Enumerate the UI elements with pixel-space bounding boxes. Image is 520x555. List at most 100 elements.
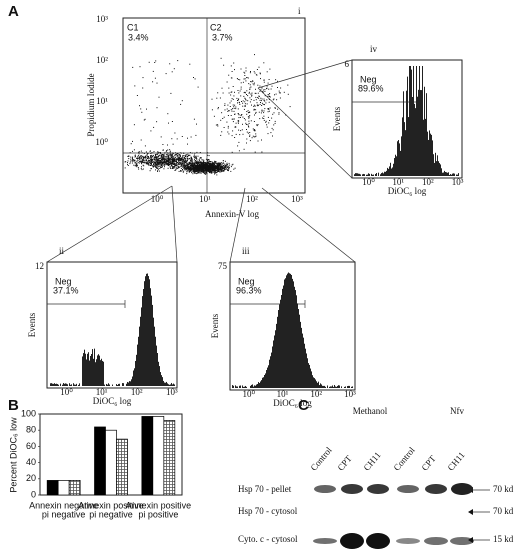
dot	[197, 155, 199, 157]
quadrant-pct: 3.7%	[212, 32, 233, 42]
dot	[244, 103, 246, 105]
dot	[211, 164, 213, 166]
dot	[278, 90, 280, 92]
dot	[237, 90, 239, 91]
dot	[151, 156, 153, 158]
dot	[211, 172, 213, 174]
histogram-bar	[126, 383, 127, 386]
histogram-bar	[359, 173, 360, 176]
dot	[152, 164, 154, 166]
dot	[254, 130, 256, 132]
dot	[251, 81, 253, 83]
histogram-bar	[398, 140, 399, 176]
dot	[143, 162, 145, 164]
blot-band	[314, 485, 336, 493]
dot	[203, 162, 205, 164]
dot	[151, 159, 153, 161]
dot	[166, 163, 167, 165]
histogram-bar	[419, 66, 420, 176]
dot	[216, 164, 218, 166]
dot	[176, 138, 178, 140]
dot	[173, 160, 175, 162]
dot	[206, 165, 208, 166]
dot	[252, 128, 254, 130]
dot	[160, 167, 162, 168]
y-axis-label: Percent DiOC₆ low	[8, 417, 18, 493]
dot	[184, 157, 185, 159]
dot	[143, 153, 145, 154]
dot	[131, 162, 133, 164]
dot	[177, 159, 178, 161]
row-label: Cyto. c - cytosol	[238, 534, 298, 544]
dot	[139, 158, 141, 160]
dot	[167, 162, 169, 164]
histogram-bar	[56, 383, 57, 386]
dot	[176, 154, 178, 156]
dot	[131, 159, 133, 161]
dot	[193, 162, 195, 164]
histogram-bar	[107, 384, 108, 386]
histogram-bar	[236, 386, 237, 388]
dot	[202, 168, 204, 170]
y-tick-label: 20	[26, 473, 36, 483]
dot	[211, 170, 213, 172]
quadrant-label: C2	[210, 22, 222, 32]
histogram-bar	[418, 89, 419, 176]
dot	[171, 158, 172, 160]
dot	[232, 108, 233, 110]
dot	[152, 81, 154, 83]
dot	[194, 165, 196, 166]
dot	[267, 96, 269, 97]
dot	[166, 161, 167, 163]
dot	[190, 170, 192, 172]
dot	[160, 136, 162, 138]
dot	[205, 168, 207, 170]
dot	[172, 153, 174, 155]
dot	[181, 162, 183, 164]
dot	[151, 158, 153, 160]
dot	[215, 165, 216, 167]
dot	[254, 129, 256, 130]
dot	[156, 167, 158, 169]
dot	[217, 108, 219, 110]
dot	[142, 87, 144, 89]
dot	[213, 167, 215, 169]
dot	[263, 119, 265, 121]
dot	[223, 165, 224, 166]
dot	[235, 122, 237, 124]
dot	[244, 105, 246, 106]
x-tick-label: pi negative	[89, 509, 133, 519]
histogram-bar	[258, 382, 259, 388]
dot	[191, 161, 193, 163]
bar	[46, 480, 59, 496]
dot	[157, 158, 159, 160]
dot	[143, 156, 145, 158]
dot	[268, 101, 270, 103]
histogram-bar	[315, 379, 316, 388]
dot	[230, 166, 232, 168]
dot	[184, 162, 186, 164]
dot	[217, 124, 219, 126]
dot	[242, 116, 244, 118]
dot	[166, 160, 168, 162]
dot	[213, 169, 215, 171]
histogram-bar	[251, 384, 252, 388]
dot	[268, 79, 270, 80]
dot	[241, 114, 243, 115]
dot	[203, 169, 205, 171]
dot	[144, 160, 146, 162]
histogram-frame	[229, 261, 356, 391]
dot	[186, 165, 188, 167]
dot	[143, 158, 145, 160]
dot	[269, 93, 271, 94]
dot	[250, 81, 252, 83]
dot	[214, 171, 216, 173]
dot	[217, 163, 219, 165]
dot	[166, 158, 168, 160]
dot	[132, 150, 133, 152]
dot	[199, 167, 200, 169]
dot	[178, 161, 180, 162]
x-tick-label: 10²	[246, 194, 258, 204]
dot	[274, 122, 276, 124]
dot	[153, 165, 155, 167]
